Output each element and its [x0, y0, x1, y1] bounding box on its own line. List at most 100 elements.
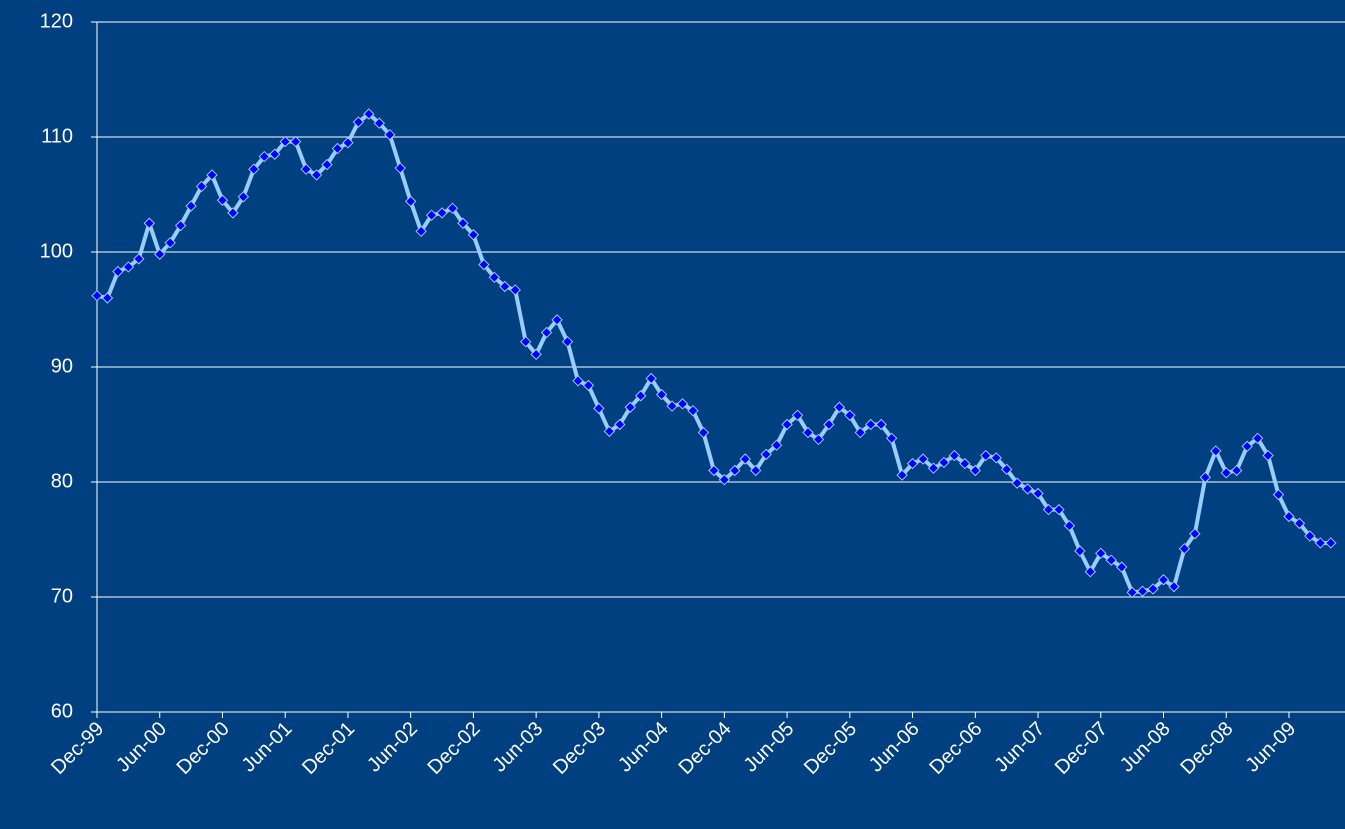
marker: [342, 137, 354, 149]
marker: [875, 418, 887, 431]
marker: [1095, 547, 1107, 560]
marker: [593, 402, 605, 415]
marker: [269, 148, 281, 160]
marker: [373, 117, 386, 129]
marker: [854, 426, 866, 439]
x-tick-label: Jun-07: [991, 718, 1050, 777]
marker: [509, 284, 521, 296]
marker: [1199, 471, 1212, 484]
marker: [614, 418, 626, 431]
marker: [624, 401, 636, 413]
marker: [1063, 519, 1076, 532]
marker: [133, 253, 145, 265]
line: [96, 112, 1331, 595]
marker: [1178, 542, 1191, 555]
marker: [112, 265, 124, 278]
x-tick-label: Jun-01: [238, 718, 297, 777]
marker: [1115, 561, 1128, 573]
marker: [1021, 483, 1034, 495]
marker: [154, 248, 166, 261]
marker: [279, 135, 291, 148]
y-tick-label: 100: [40, 240, 73, 262]
x-tick-label: Dec-04: [674, 718, 735, 779]
y-tick-label: 80: [51, 470, 73, 492]
marker: [687, 404, 699, 417]
marker: [436, 207, 448, 219]
marker: [164, 237, 176, 249]
x-tick-label: Jun-06: [865, 718, 924, 777]
marker: [1105, 554, 1117, 566]
marker: [959, 457, 971, 470]
x-tick-label: Jun-08: [1116, 718, 1175, 777]
x-tick-label: Jun-05: [740, 718, 799, 777]
marker: [289, 135, 302, 148]
marker: [750, 464, 762, 477]
marker: [258, 150, 271, 163]
marker: [394, 162, 406, 174]
marker: [237, 191, 250, 203]
marker: [917, 453, 929, 465]
marker: [770, 439, 783, 451]
marker: [446, 202, 459, 215]
marker: [844, 409, 856, 422]
marker: [300, 163, 312, 175]
marker: [645, 372, 657, 385]
marker: [1136, 585, 1149, 597]
marker: [352, 116, 365, 128]
marker: [1042, 503, 1055, 516]
marker: [1189, 528, 1201, 540]
marker: [1032, 487, 1044, 500]
marker: [791, 409, 804, 422]
marker: [1157, 574, 1170, 586]
x-tick-label: Dec-07: [1051, 718, 1112, 779]
marker: [833, 401, 846, 413]
marker: [174, 219, 187, 232]
marker: [781, 418, 793, 431]
marker: [540, 326, 553, 339]
x-tick-label: Jun-04: [614, 718, 673, 777]
x-tick-label: Jun-02: [363, 718, 422, 777]
y-tick-label: 110: [41, 125, 73, 147]
marker: [195, 180, 208, 193]
marker: [1304, 530, 1316, 542]
marker: [823, 418, 835, 431]
marker: [1272, 488, 1285, 501]
marker: [1074, 545, 1086, 557]
marker: [143, 217, 155, 229]
y-tick-label: 60: [51, 700, 73, 722]
marker: [1230, 464, 1243, 477]
marker: [906, 457, 919, 470]
marker: [331, 142, 344, 155]
x-tick-label: Dec-01: [298, 718, 359, 779]
marker: [467, 229, 480, 241]
marker: [457, 217, 469, 229]
marker: [582, 379, 595, 392]
marker: [708, 464, 720, 477]
marker: [415, 225, 427, 238]
marker: [404, 195, 417, 208]
marker: [865, 418, 877, 431]
marker: [760, 448, 772, 461]
marker: [1262, 449, 1274, 462]
marker: [488, 271, 501, 284]
marker: [1220, 467, 1232, 479]
marker: [729, 464, 741, 477]
marker: [1011, 477, 1023, 489]
marker: [384, 128, 396, 141]
x-tick-label: Dec-99: [47, 718, 108, 779]
marker: [101, 292, 114, 304]
x-tick-label: Dec-00: [173, 718, 234, 779]
marker: [519, 335, 532, 348]
marker: [896, 469, 908, 481]
marker: [1210, 445, 1222, 457]
marker: [980, 449, 992, 462]
marker: [1293, 517, 1306, 530]
marker: [1241, 440, 1253, 453]
marker: [739, 453, 751, 465]
marker: [603, 425, 616, 438]
marker: [655, 388, 668, 401]
marker: [812, 433, 825, 446]
marker: [1126, 586, 1138, 599]
x-tick-label: Jun-03: [489, 718, 548, 777]
